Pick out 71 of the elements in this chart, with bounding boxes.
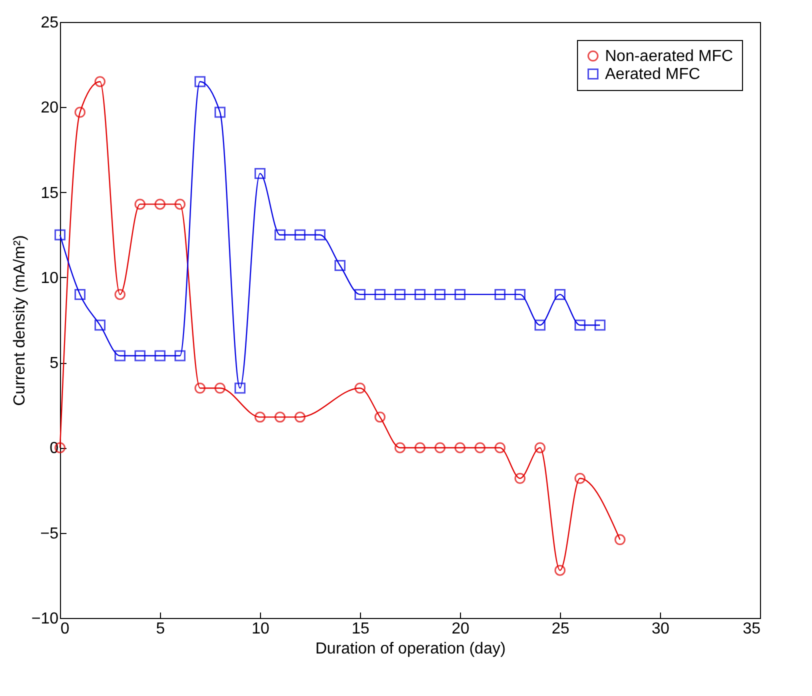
y-tick-label: 10: [40, 270, 59, 287]
y-tick-label: 5: [50, 355, 59, 372]
point: [374, 288, 386, 300]
point: [194, 76, 206, 88]
point: [94, 320, 106, 331]
point: [294, 412, 306, 423]
x-tick-label: 15: [352, 620, 370, 638]
x-tick-label: 10: [252, 620, 270, 638]
point: [434, 288, 446, 300]
y-tick-label: −5: [40, 525, 59, 542]
point: [114, 350, 126, 362]
point: [74, 106, 86, 118]
point: [514, 472, 526, 484]
point: [374, 412, 386, 423]
point: [574, 320, 586, 331]
point: [274, 229, 286, 240]
point: [414, 442, 426, 454]
x-tick-label: 35: [742, 620, 761, 638]
point: [294, 229, 306, 240]
point: [454, 288, 466, 300]
y-tick-label: 20: [40, 100, 59, 117]
point: [394, 288, 406, 300]
point: [394, 442, 406, 454]
point: [174, 198, 186, 210]
y-tick-label: −10: [31, 610, 59, 628]
point: [534, 442, 546, 454]
point: [554, 564, 566, 576]
point: [214, 382, 226, 394]
x-tick-label: 5: [156, 620, 166, 638]
y-tick-label: 25: [40, 14, 59, 32]
point: [594, 320, 606, 331]
y-axis-title: Current density (mA/m²): [11, 235, 28, 406]
legend-label: Non-aerated MFC: [605, 48, 734, 65]
point: [494, 442, 506, 454]
point: [254, 168, 266, 180]
point: [574, 472, 586, 484]
point: [534, 320, 546, 331]
point: [134, 350, 146, 362]
point: [214, 106, 226, 118]
legend-label: Aerated MFC: [605, 66, 700, 83]
point: [554, 288, 566, 300]
x-tick-label: 20: [452, 620, 470, 638]
point: [54, 229, 66, 240]
point: [194, 382, 206, 394]
point: [274, 412, 286, 423]
y-tick-label: 0: [50, 440, 59, 458]
point: [474, 442, 486, 454]
point: [454, 442, 466, 454]
point: [174, 350, 186, 362]
x-tick-label: 0: [60, 620, 70, 638]
point: [614, 534, 626, 546]
point: [74, 288, 86, 300]
point: [114, 288, 126, 300]
point: [494, 288, 506, 300]
point: [414, 288, 426, 300]
x-tick-label: 30: [652, 620, 670, 638]
point: [434, 442, 446, 454]
point: [354, 382, 366, 394]
point: [234, 382, 246, 394]
point: [254, 412, 266, 423]
point: [334, 260, 346, 272]
point: [154, 350, 166, 362]
y-tick-label: 15: [40, 184, 59, 202]
x-tick-label: 25: [552, 620, 570, 638]
point: [314, 229, 326, 240]
point: [154, 198, 166, 210]
point: [94, 76, 106, 88]
point: [354, 288, 366, 300]
point: [514, 288, 526, 300]
x-axis-title: Duration of operation (day): [315, 640, 506, 658]
point: [134, 198, 146, 210]
